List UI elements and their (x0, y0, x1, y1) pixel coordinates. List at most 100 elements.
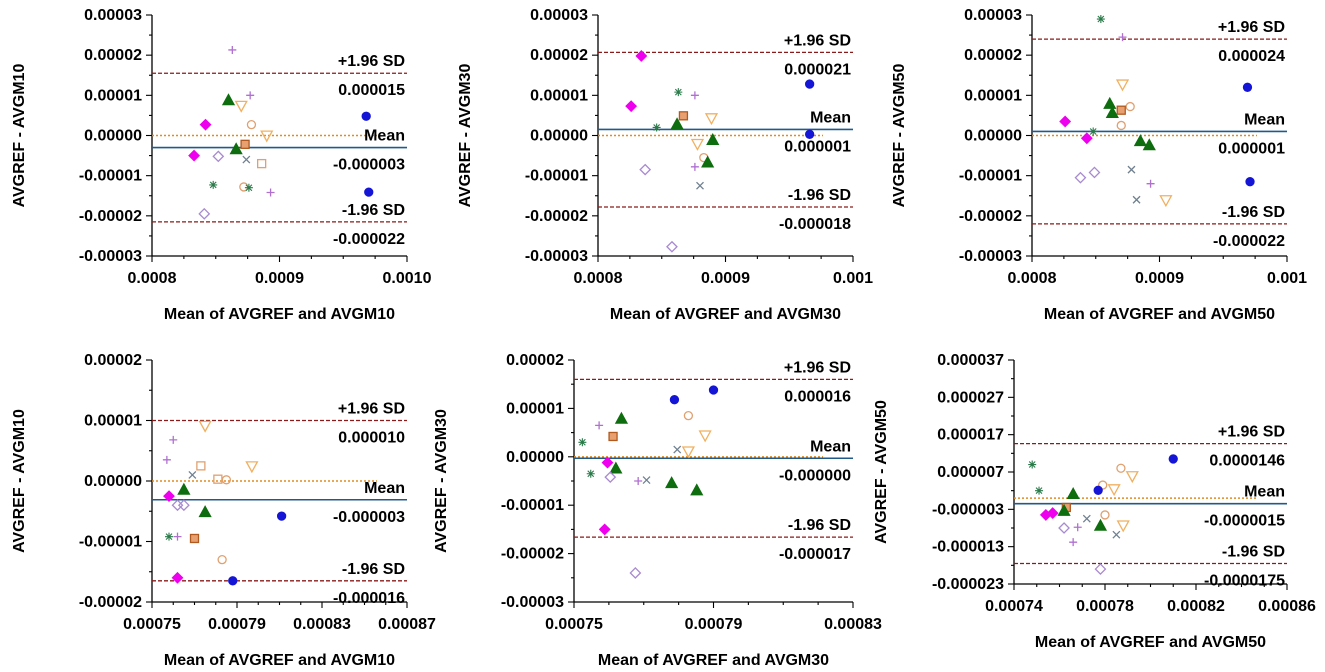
y-tick-label: -0.00002 (79, 594, 142, 611)
data-point (162, 455, 171, 464)
y-tick-label: 0.00001 (506, 400, 564, 417)
data-point (1069, 538, 1078, 547)
data-point (690, 483, 704, 496)
data-point (634, 477, 643, 485)
data-point (696, 181, 704, 190)
y-tick-label: 0.000007 (937, 464, 1004, 481)
data-point (704, 113, 719, 126)
data-point (229, 142, 243, 155)
upper-loa-value: 0.000015 (338, 82, 405, 99)
data-point (1082, 514, 1091, 523)
data-point (209, 180, 218, 189)
data-point (228, 45, 237, 54)
y-tick-label: 0.00002 (964, 47, 1022, 64)
upper-loa-label: +1.96 SD (1218, 19, 1285, 36)
x-axis-title: Mean of AVGREF and AVGM10 (164, 652, 395, 669)
data-point (169, 435, 178, 444)
y-tick-label: 0.00001 (84, 413, 142, 430)
data-point (1146, 179, 1155, 188)
data-point (276, 511, 287, 521)
mean-value: -0.000003 (333, 157, 405, 174)
mean-label: Mean (364, 128, 405, 145)
x-tick-label: 0.001 (833, 270, 873, 287)
data-point (163, 490, 175, 503)
x-tick-label: 0.00078 (1076, 598, 1134, 615)
chart-panel-1: -0.00003 -0.00002 -0.00001 0.00000 0.00001 0.… (11, 7, 432, 323)
x-tick-label: 0.0008 (574, 270, 623, 287)
data-point (173, 532, 182, 541)
data-point (246, 120, 257, 130)
chart-panel-5: -0.00003 -0.00002 -0.00001 0.00000 0.00001 0.… (433, 352, 882, 669)
y-tick-label: -0.00002 (525, 208, 588, 225)
data-point (701, 155, 715, 168)
data-point (228, 576, 238, 586)
x-tick-label: 0.0008 (1008, 270, 1057, 287)
mean-value: -0.000000 (779, 467, 851, 484)
upper-loa-label: +1.96 SD (1218, 424, 1285, 441)
data-point (642, 476, 651, 484)
y-tick-label: 0.00001 (964, 87, 1022, 104)
data-point (673, 445, 682, 454)
x-axis-title: Mean of AVGREF and AVGM50 (1044, 306, 1275, 323)
y-tick-label: 0.00002 (84, 47, 142, 64)
data-point (805, 129, 815, 139)
data-point (608, 431, 618, 442)
lower-loa-value: -0.0000175 (1204, 572, 1285, 589)
x-tick-label: 0.00075 (123, 616, 181, 633)
y-axis-title: AVGREF - AVGM50 (873, 400, 890, 544)
y-tick-label: 0.000017 (937, 427, 1004, 444)
y-tick-label: -0.00001 (79, 168, 142, 185)
x-tick-label: 0.0009 (1135, 270, 1184, 287)
y-tick-label: -0.00001 (959, 168, 1022, 185)
x-tick-label: 0.00083 (293, 616, 351, 633)
data-point (598, 523, 611, 536)
chart-panel-4: -0.00002 -0.00001 0.00000 0.00001 0.00002 0.0… (11, 352, 436, 669)
upper-loa-value: 0.000010 (338, 430, 405, 447)
upper-loa-label: +1.96 SD (338, 53, 405, 70)
data-point (177, 482, 191, 495)
data-point (213, 474, 223, 484)
data-point (625, 100, 638, 113)
data-point (266, 188, 275, 197)
data-point (1159, 195, 1173, 208)
data-point (670, 117, 684, 130)
mean-label: Mean (810, 438, 851, 455)
y-tick-label: 0.000037 (937, 352, 1004, 369)
data-point (601, 456, 614, 469)
data-point (1080, 132, 1093, 145)
lower-loa-value: -0.000022 (1213, 233, 1285, 250)
data-point (171, 499, 184, 512)
y-tick-label: -0.00003 (525, 248, 588, 265)
x-axis-title: Mean of AVGREF and AVGM30 (598, 652, 829, 669)
data-point (1035, 486, 1044, 495)
x-tick-label: 0.00082 (1167, 598, 1225, 615)
data-point (234, 100, 248, 113)
x-axis-title: Mean of AVGREF and AVGM30 (610, 306, 841, 323)
x-axis-title: Mean of AVGREF and AVGM50 (1035, 634, 1266, 651)
data-point (1142, 138, 1156, 151)
data-point (1074, 171, 1087, 184)
data-point (198, 420, 212, 433)
y-tick-label: 0.00002 (84, 352, 142, 369)
y-tick-label: -0.000003 (932, 501, 1004, 518)
upper-loa-label: +1.96 SD (784, 32, 851, 49)
data-point (1125, 471, 1139, 484)
data-point (217, 555, 227, 565)
data-point (260, 130, 274, 143)
x-tick-label: 0.00079 (685, 616, 743, 633)
mean-value: -0.0000015 (1204, 513, 1285, 530)
data-point (1105, 106, 1119, 119)
data-point (361, 111, 371, 121)
data-point (678, 111, 689, 121)
x-tick-label: 0.00079 (208, 616, 266, 633)
data-point (595, 421, 604, 430)
data-point (1116, 520, 1130, 533)
upper-loa-label: +1.96 SD (338, 401, 405, 418)
y-tick-label: 0.00001 (84, 87, 142, 104)
y-tick-label: 0.00002 (530, 47, 588, 64)
data-point (1094, 563, 1107, 575)
data-point (364, 187, 374, 197)
data-point (1093, 485, 1103, 495)
